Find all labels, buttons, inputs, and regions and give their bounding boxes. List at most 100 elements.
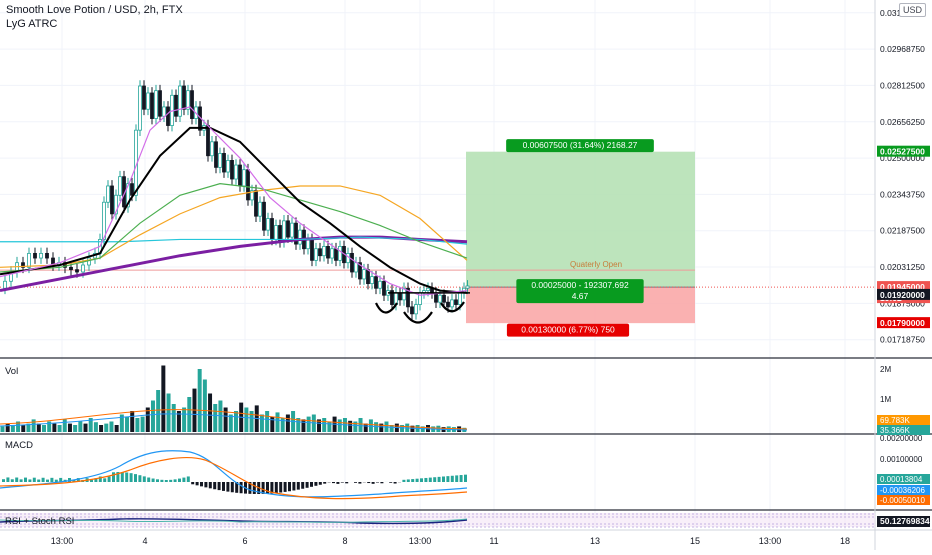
candle-up <box>315 249 318 261</box>
macd-histogram-bar <box>420 478 423 482</box>
time-tick-label: 6 <box>242 536 247 546</box>
time-tick-label: 18 <box>840 536 850 546</box>
volume-bar <box>6 424 10 432</box>
quarterly-open-label: Quaterly Open <box>570 260 622 269</box>
candle-up <box>459 293 462 305</box>
prev-price-badge-text: 0.01920000 <box>880 290 925 300</box>
macd-histogram-bar <box>424 478 427 482</box>
macd-histogram-bar <box>42 478 45 482</box>
rsi-band <box>0 513 875 527</box>
candle-up <box>235 165 238 179</box>
candle-up <box>139 86 142 130</box>
macd-histogram-bar <box>319 482 322 485</box>
macd-histogram-bar <box>306 482 309 488</box>
volume-bar <box>172 404 176 432</box>
candle-up <box>299 230 302 244</box>
macd-histogram-bar <box>292 482 295 490</box>
macd-histogram-bar <box>50 478 53 482</box>
candle-down <box>335 249 338 261</box>
candle-down <box>70 267 73 269</box>
macd-badge: -0.00036206 <box>880 486 925 495</box>
macd-badge: 0.00013804 <box>880 475 923 484</box>
macd-histogram-bar <box>46 480 49 482</box>
macd-histogram-bar <box>121 472 124 482</box>
macd-histogram-bar <box>134 474 137 482</box>
macd-histogram-bar <box>200 482 203 486</box>
volume-bar <box>167 394 171 433</box>
candle-up <box>155 91 158 119</box>
macd-histogram-bar <box>156 479 159 482</box>
chart-title: Smooth Love Potion / USD, 2h, FTX <box>6 4 183 16</box>
entry-label-text: 0.00025000 - 192307.692 <box>531 280 629 290</box>
volume-bar <box>327 422 331 433</box>
candle-down <box>207 126 210 156</box>
macd-histogram-bar <box>323 482 326 484</box>
currency-button[interactable]: USD <box>899 3 926 17</box>
macd-histogram-bar <box>147 478 150 482</box>
volume-bar <box>109 422 113 433</box>
macd-histogram-bar <box>226 482 229 492</box>
price-tick-label: 0.02031250 <box>880 262 925 272</box>
price-tick-label: 0.02343750 <box>880 189 925 199</box>
candle-up <box>227 160 230 172</box>
target-label-text: 0.00607500 (31.64%) 2168.27 <box>523 140 638 150</box>
candle-down <box>167 107 170 126</box>
macd-histogram-bar <box>429 478 432 482</box>
macd-histogram-bar <box>367 482 370 483</box>
time-tick-label: 8 <box>342 536 347 546</box>
volume-bar <box>115 425 119 432</box>
macd-histogram-bar <box>301 482 304 489</box>
candle-up <box>40 253 43 258</box>
candle-down <box>255 191 258 217</box>
candle-up <box>439 295 442 302</box>
time-tick-label: 13:00 <box>51 536 74 546</box>
candle-down <box>443 295 446 302</box>
candle-up <box>82 265 85 272</box>
candle-down <box>327 246 330 258</box>
volume-bar <box>32 419 36 432</box>
volume-bar <box>156 390 160 432</box>
candle-down <box>159 91 162 117</box>
volume-bar <box>84 424 88 432</box>
volume-bar <box>11 425 15 432</box>
candle-up <box>451 300 454 307</box>
volume-bar <box>322 418 326 432</box>
rsi-pane-label: RSI + Stoch RSI <box>5 516 74 527</box>
volume-bar <box>104 424 108 432</box>
macd-histogram-bar <box>24 478 27 482</box>
candle-up <box>323 246 326 255</box>
macd-histogram-bar <box>455 475 458 482</box>
macd-histogram-bar <box>37 480 40 482</box>
macd-histogram-bar <box>130 473 133 482</box>
volume-bar <box>37 424 41 432</box>
candle-up <box>4 281 7 288</box>
macd-histogram-bar <box>332 482 335 483</box>
time-tick-label: 15 <box>690 536 700 546</box>
macd-histogram-bar <box>433 477 436 482</box>
moving-average-line <box>0 237 467 244</box>
rsi-pane: 50.12769834 <box>0 513 930 527</box>
volume-bar <box>208 394 212 433</box>
head-curve <box>404 312 432 323</box>
candle-up <box>307 239 310 248</box>
candle-down <box>247 170 250 200</box>
volume-bar <box>244 408 248 433</box>
volume-bar <box>348 421 352 432</box>
macd-histogram-bar <box>15 478 18 482</box>
candle-down <box>239 165 242 186</box>
candle-down <box>131 184 134 196</box>
candle-up <box>339 246 342 260</box>
volume-pane-label: Vol <box>5 366 18 377</box>
macd-histogram-bar <box>213 482 216 489</box>
time-tick-label: 4 <box>142 536 147 546</box>
macd-histogram-bar <box>411 479 414 482</box>
macd-histogram-bar <box>275 482 278 493</box>
macd-badge: -0.00050010 <box>880 496 925 505</box>
macd-histogram-bar <box>33 478 36 482</box>
candle-down <box>143 86 146 109</box>
candle-down <box>111 186 114 214</box>
rsi-badge: 50.12769834 <box>880 516 930 526</box>
